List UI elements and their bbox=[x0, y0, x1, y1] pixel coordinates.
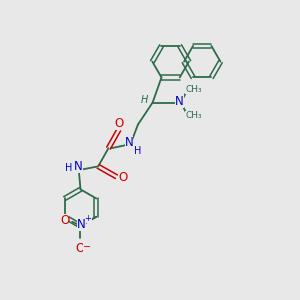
Text: H: H bbox=[65, 163, 72, 173]
Text: N: N bbox=[175, 95, 184, 108]
Text: CH₃: CH₃ bbox=[185, 85, 202, 94]
Text: O: O bbox=[60, 214, 69, 227]
Text: H: H bbox=[141, 94, 148, 105]
Text: +: + bbox=[85, 214, 92, 223]
Text: CH₃: CH₃ bbox=[185, 111, 202, 120]
Text: −: − bbox=[83, 242, 91, 252]
Text: N: N bbox=[74, 160, 83, 173]
Text: O: O bbox=[75, 242, 84, 255]
Text: H: H bbox=[134, 146, 142, 156]
Text: N: N bbox=[77, 218, 86, 231]
Text: N: N bbox=[125, 136, 134, 149]
Text: O: O bbox=[118, 171, 128, 184]
Text: O: O bbox=[114, 118, 123, 130]
